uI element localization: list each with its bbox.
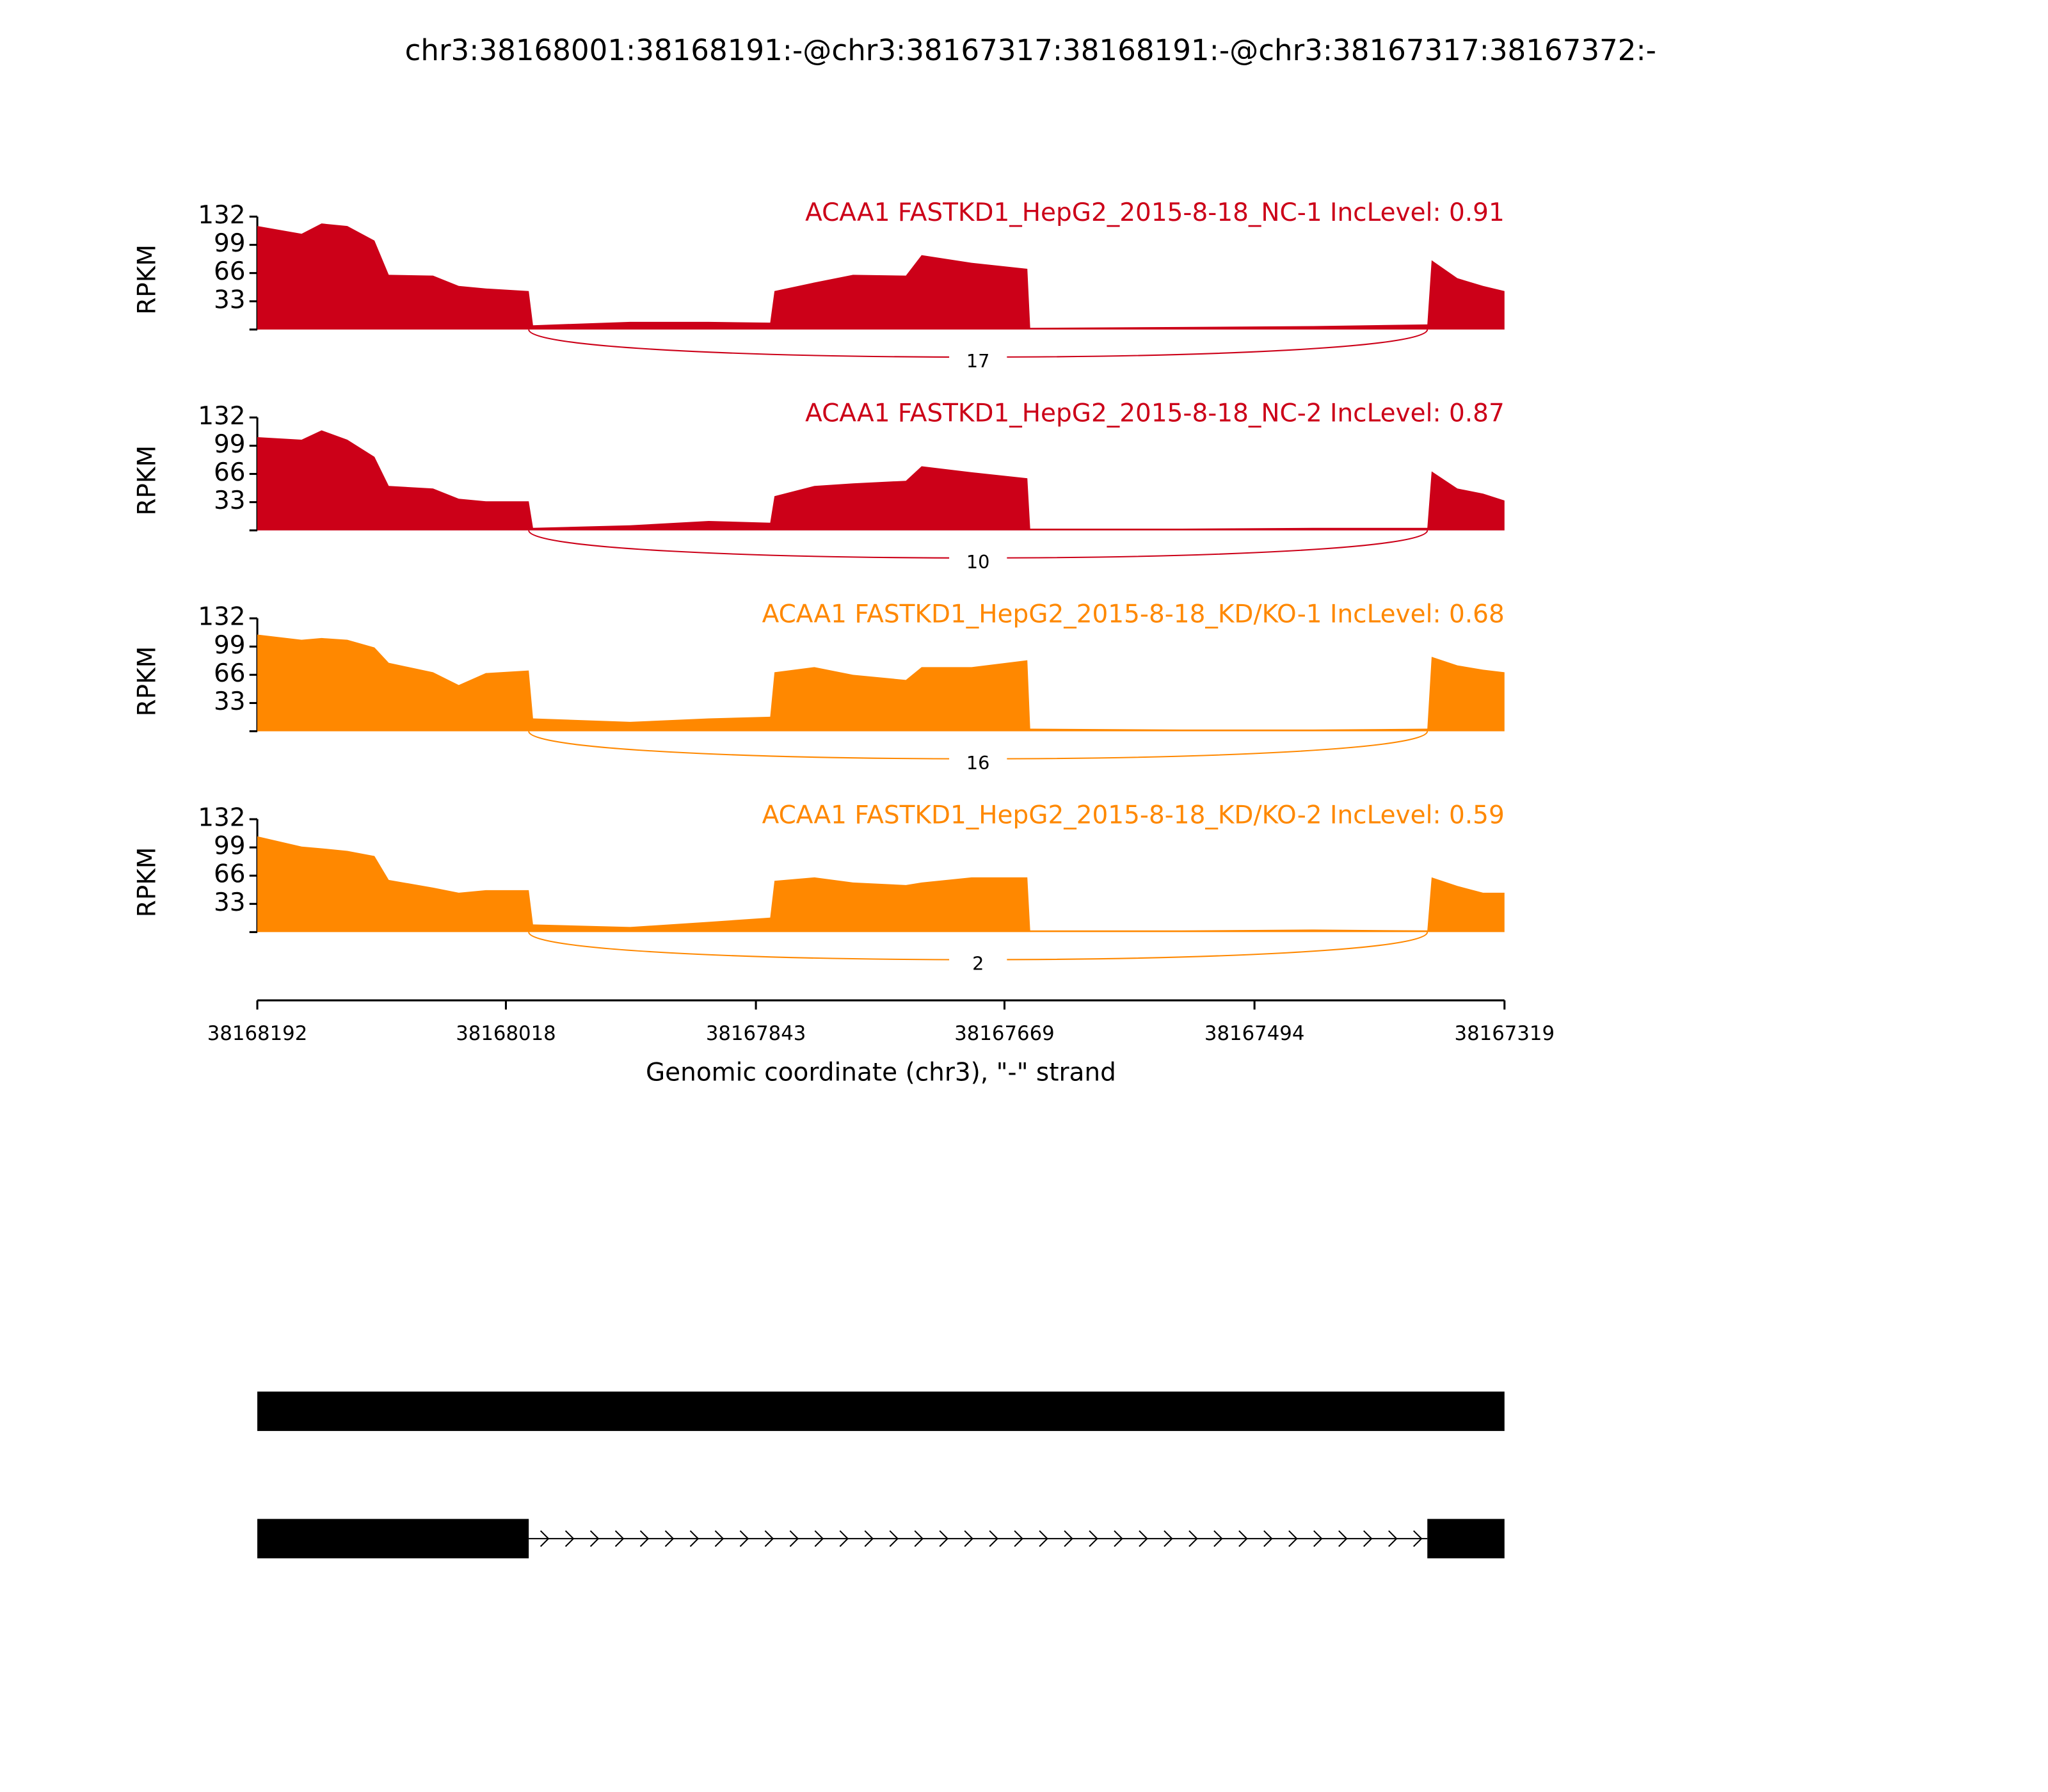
y-tick-label: 33 [214,285,246,314]
intron-chevron [964,1530,973,1548]
intron-chevron [1014,1530,1023,1548]
intron-chevron [1139,1530,1148,1548]
x-axis-label: Genomic coordinate (chr3), "-" strand [646,1058,1116,1087]
intron-chevron [889,1530,899,1548]
intron-chevron [814,1530,824,1548]
y-axis-label: RPKM [132,646,161,717]
junction-label-bg [949,950,1007,980]
y-tick-label: 33 [214,486,246,515]
panel-title: ACAA1 FASTKD1_HepG2_2015-8-18_KD/KO-2 In… [762,801,1505,829]
y-tick-label: 132 [198,804,245,833]
intron-chevron [739,1530,749,1548]
intron-chevron [1363,1530,1373,1548]
panel-title: ACAA1 FASTKD1_HepG2_2015-8-18_KD/KO-1 In… [762,600,1505,629]
coverage-area [257,634,1505,732]
y-tick-label: 132 [198,603,245,632]
intron-chevron [1164,1530,1173,1548]
intron-chevron [789,1530,799,1548]
y-axis-label: RPKM [132,445,161,516]
y-tick-label: 66 [214,659,246,688]
intron-chevron [1413,1530,1423,1548]
intron-chevron [1039,1530,1048,1548]
exon [257,1519,529,1558]
intron-chevron [1089,1530,1098,1548]
intron-chevron [1213,1530,1223,1548]
y-axis-label: RPKM [132,244,161,315]
y-tick-label: 99 [214,631,246,660]
x-tick-label: 38167319 [1455,1022,1555,1045]
intron-chevron [1288,1530,1298,1548]
intron-chevron [639,1530,650,1548]
intron-chevron [939,1530,948,1548]
intron-chevron [1114,1530,1123,1548]
intron-chevron [1388,1530,1398,1548]
x-tick-label: 38167669 [954,1022,1055,1045]
y-tick-label: 132 [198,402,245,431]
intron-chevron [989,1530,998,1548]
junction-count: 16 [966,752,990,774]
intron-chevron [864,1530,874,1548]
junction-count: 10 [966,551,990,573]
panel-title: ACAA1 FASTKD1_HepG2_2015-8-18_NC-1 IncLe… [805,198,1505,227]
intron-chevron [689,1530,700,1548]
intron-chevron [664,1530,675,1548]
x-tick-label: 38167843 [706,1022,806,1045]
exon [257,1391,1505,1431]
intron-chevron [764,1530,774,1548]
y-tick-label: 33 [214,687,246,716]
intron-chevron [1238,1530,1248,1548]
x-tick-label: 38168018 [456,1022,556,1045]
y-tick-label: 132 [198,201,245,230]
y-tick-label: 99 [214,229,246,258]
intron-chevron [540,1530,550,1548]
junction-label-bg [949,348,1007,377]
main-title: chr3:38168001:38168191:-@chr3:38167317:3… [405,33,1656,67]
intron-chevron [839,1530,849,1548]
junction-count: 2 [972,953,984,975]
intron-chevron [914,1530,924,1548]
intron-chevron [1313,1530,1323,1548]
coverage-area [257,223,1505,330]
junction-label-bg [949,548,1007,578]
x-tick-label: 38168192 [207,1022,308,1045]
y-tick-label: 66 [214,860,246,889]
panel-title: ACAA1 FASTKD1_HepG2_2015-8-18_NC-2 IncLe… [805,399,1505,428]
coverage-area [257,836,1505,932]
intron-chevron [589,1530,600,1548]
intron-chevron [1263,1530,1273,1548]
intron-chevron [1188,1530,1198,1548]
junction-label-bg [949,749,1007,779]
intron-chevron [714,1530,724,1548]
y-tick-label: 99 [214,832,246,861]
intron-chevron [1338,1530,1348,1548]
x-tick-label: 38167494 [1204,1022,1305,1045]
intron-chevron [564,1530,575,1548]
y-tick-label: 33 [214,888,246,917]
y-tick-label: 66 [214,257,246,286]
junction-count: 17 [966,350,990,372]
coverage-area [257,430,1505,531]
intron-chevron [1064,1530,1073,1548]
y-tick-label: 66 [214,458,246,487]
intron-chevron [614,1530,625,1548]
y-tick-label: 99 [214,430,246,459]
y-axis-label: RPKM [132,847,161,918]
exon [1427,1519,1505,1558]
